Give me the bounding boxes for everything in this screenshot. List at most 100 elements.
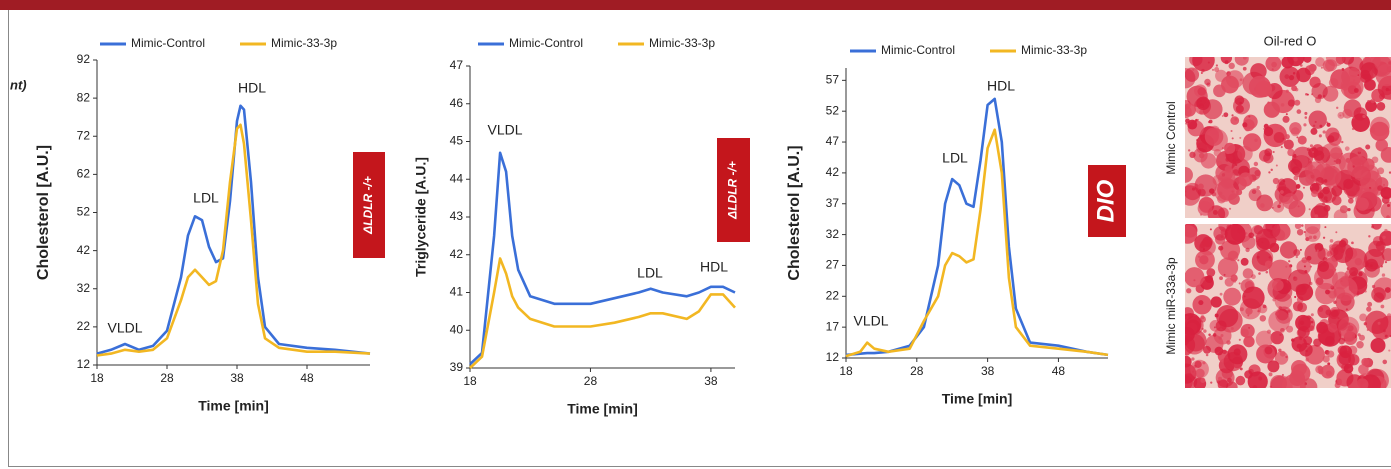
droplet — [1377, 167, 1384, 174]
droplet — [1258, 272, 1261, 275]
y-axis-title: Triglyceride [A.U.] — [413, 157, 429, 277]
droplet — [1260, 315, 1266, 321]
droplet — [1380, 305, 1384, 309]
droplet — [1310, 128, 1317, 135]
droplet — [1282, 374, 1284, 376]
droplet — [1236, 376, 1246, 386]
droplet — [1205, 127, 1224, 146]
droplet — [1385, 287, 1391, 293]
droplet — [1198, 300, 1203, 305]
droplet — [1372, 156, 1379, 163]
droplet — [1222, 350, 1227, 355]
droplet — [1303, 55, 1311, 63]
droplet — [1293, 72, 1296, 75]
peak-label: HDL — [238, 80, 266, 96]
droplet — [1309, 160, 1311, 162]
droplet — [1334, 277, 1358, 301]
y-tick-label: 42 — [826, 165, 840, 179]
droplet — [1235, 52, 1249, 66]
droplet — [1181, 307, 1193, 319]
droplet — [1298, 136, 1307, 145]
droplet — [1264, 124, 1269, 129]
droplet — [1235, 164, 1237, 166]
droplet — [1280, 241, 1297, 258]
x-tick-label: 28 — [584, 374, 598, 388]
droplet — [1312, 151, 1314, 153]
y-tick-label: 27 — [826, 258, 840, 272]
legend-label: Mimic-Control — [131, 36, 205, 50]
droplet — [1309, 282, 1312, 285]
droplet — [1314, 214, 1318, 218]
droplet — [1194, 84, 1207, 97]
droplet — [1186, 288, 1191, 293]
droplet — [1324, 179, 1328, 183]
droplet — [1188, 149, 1190, 151]
droplet — [1231, 130, 1233, 132]
droplet — [1220, 293, 1223, 296]
x-tick-label: 38 — [981, 364, 995, 378]
droplet — [1228, 251, 1239, 262]
droplet — [1237, 259, 1239, 261]
droplet — [1314, 150, 1324, 160]
droplet — [1318, 261, 1329, 272]
droplet — [1282, 116, 1289, 123]
y-axis-title: Cholesterol [A.U.] — [786, 145, 803, 280]
droplet — [1333, 243, 1353, 263]
x-tick-label: 48 — [300, 371, 314, 385]
droplet — [1192, 69, 1194, 71]
droplet — [1216, 305, 1238, 327]
droplet — [1191, 357, 1194, 360]
y-tick-label: 45 — [450, 134, 464, 148]
droplet — [1239, 102, 1242, 105]
droplet — [1287, 149, 1294, 156]
y-tick-label: 42 — [77, 243, 91, 257]
y-tick-label: 52 — [826, 103, 840, 117]
droplet — [1242, 286, 1264, 308]
peak-label: VLDL — [487, 122, 522, 138]
x-tick-label: 38 — [704, 374, 718, 388]
droplet — [1216, 64, 1218, 66]
y-tick-label: 12 — [77, 357, 91, 371]
droplet — [1221, 177, 1233, 189]
droplet — [1273, 151, 1275, 153]
droplet — [1315, 177, 1324, 186]
droplet — [1248, 371, 1268, 391]
droplet — [1230, 116, 1239, 125]
droplet — [1373, 236, 1383, 246]
droplet — [1306, 358, 1309, 361]
droplet — [1245, 248, 1249, 252]
droplet — [1185, 67, 1199, 81]
x-tick-label: 48 — [1052, 364, 1066, 378]
droplet — [1370, 117, 1390, 137]
droplet — [1195, 250, 1215, 270]
peak-label: HDL — [700, 259, 728, 275]
droplet — [1214, 149, 1221, 156]
droplet — [1234, 118, 1237, 121]
droplet — [1325, 59, 1337, 71]
x-tick-label: 38 — [230, 371, 244, 385]
droplet — [1248, 327, 1250, 329]
droplet — [1347, 156, 1369, 178]
droplet — [1311, 83, 1327, 99]
droplet — [1303, 187, 1305, 189]
droplet — [1289, 75, 1294, 80]
droplet — [1294, 100, 1300, 106]
droplet — [1226, 70, 1244, 88]
droplet — [1335, 231, 1337, 233]
legend-label: Mimic-Control — [509, 36, 583, 50]
droplet — [1358, 272, 1362, 276]
droplet — [1309, 208, 1311, 210]
droplet — [1342, 68, 1345, 71]
droplet — [1353, 165, 1355, 167]
droplet — [1232, 159, 1234, 161]
droplet — [1328, 323, 1337, 332]
droplet — [1242, 122, 1247, 127]
droplet — [1210, 382, 1212, 384]
droplet — [1310, 186, 1312, 188]
droplet — [1385, 335, 1388, 338]
droplet — [1273, 178, 1279, 184]
droplet — [1239, 172, 1253, 186]
droplet — [1339, 345, 1352, 358]
x-tick-label: 28 — [160, 371, 174, 385]
droplet — [1382, 360, 1387, 365]
